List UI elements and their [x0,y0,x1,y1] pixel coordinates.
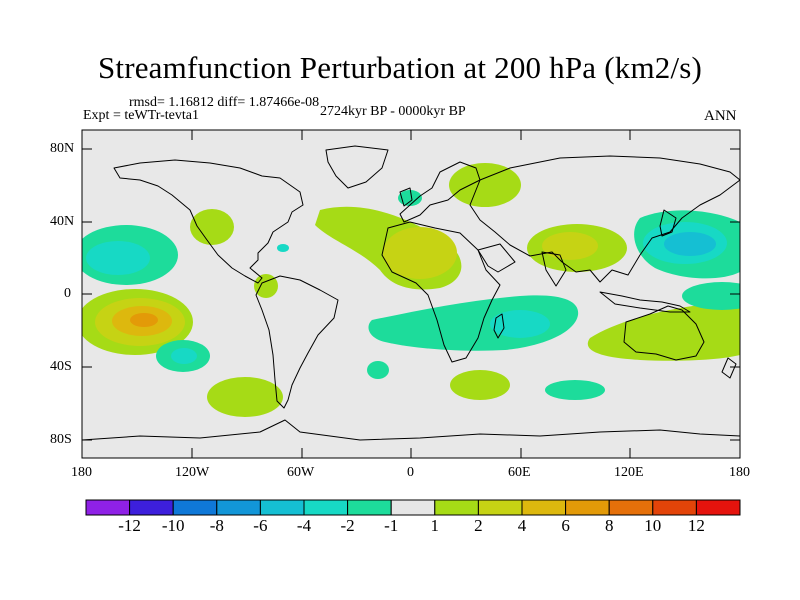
lon-tick-0: 0 [407,465,414,480]
contour-sind-m2 [490,310,550,338]
colorbar-label: 12 [687,516,705,535]
coastline-madagascar [493,313,505,339]
contour-satl-m1 [367,361,389,379]
contour-carib-m1 [277,244,289,252]
colorbar-swatch [652,499,697,516]
contour-sam-p1 [207,377,283,417]
contour-scand-m1 [398,190,422,206]
colorbar-label: -6 [253,516,268,535]
lon-tick-60w: 60W [287,465,315,480]
coastline-greenland [325,145,389,189]
colorbar-swatch [434,499,479,516]
coastline-japan [659,209,677,237]
contour-satl-p1 [450,370,510,400]
coastline-europe [399,161,481,223]
coastline-north-america [113,159,304,284]
contour-asia-p2 [542,232,598,260]
colorbar-swatch [521,499,567,516]
coastline-new-zealand [721,357,737,379]
contour-npac-east-m2 [86,241,150,275]
lon-tick-120w: 120W [175,465,210,480]
lat-tick-40s: 40S [50,359,72,374]
contour-npac-west-m4 [664,232,716,256]
stats-label: rmsd= 1.16812 diff= 1.87466e-08 [129,95,320,110]
coastline-british-isles [399,187,413,207]
lat-tick-0: 0 [64,286,71,301]
plot-title: Streamfunction Perturbation at 200 hPa (… [97,50,703,85]
coastline-india [541,251,567,287]
coastline-antarctica [82,419,740,441]
period-label: 2724kyr BP - 0000kyr BP [320,104,466,119]
colorbar-swatch [172,499,218,516]
colorbar-swatch [390,499,436,516]
contour-cam-p1 [254,274,278,298]
colorbar-label: -4 [296,516,312,535]
colorbar-label: 4 [517,516,527,535]
colorbar-swatch [608,499,654,516]
colorbar-swatch [565,499,610,516]
lat-tick-40n: 40N [50,214,75,229]
colorbar-swatch [695,499,741,516]
axis-ticks [82,130,740,458]
lon-tick-60e: 60E [508,465,531,480]
contour-spac-p6 [130,313,158,327]
coastline-africa [381,221,501,363]
colorbar-swatch [85,499,131,516]
colorbar-label: 2 [474,516,483,535]
coastline-arabia [477,243,516,273]
contour-sio-m1 [545,380,605,400]
contour-eur-p1 [449,163,521,207]
season-label: ANN [704,108,737,124]
colorbar [85,499,741,516]
map-background [82,130,740,458]
colorbar-label: -10 [161,516,185,535]
coastline-australia [623,305,705,361]
colorbar-swatch [477,499,523,516]
colorbar-label: 10 [644,516,662,535]
colorbar-swatch [216,499,261,516]
coastline-indonesia [599,291,691,313]
lat-tick-80s: 80S [50,432,72,447]
coastlines [82,145,740,441]
lon-tick-120e: 120E [614,465,644,480]
contour-atl-p2 [383,227,457,279]
contour-swpac-m1 [682,282,740,310]
colorbar-label: 8 [604,516,614,535]
colorbar-label: -12 [118,516,141,535]
coastline-south-america [255,275,339,409]
contour-spac-low-m2 [171,348,197,364]
colorbar-swatch [347,499,392,516]
lon-tick-180e: 180 [729,465,750,480]
colorbar-label: -8 [209,516,224,535]
colorbar-swatch [259,499,305,516]
colorbar-swatch [303,499,349,516]
lat-tick-80n: 80N [50,141,75,156]
contour-nam-p1 [190,209,234,245]
colorbar-swatch [129,499,174,516]
experiment-label: Expt = teWTr-tevta1 [83,108,199,123]
colorbar-label: 6 [561,516,570,535]
coastline-asia [469,155,740,283]
lon-tick-180w: 180 [71,465,92,480]
colorbar-label: -1 [384,516,399,535]
colorbar-label: -2 [340,516,355,535]
colorbar-label: 1 [430,516,440,535]
